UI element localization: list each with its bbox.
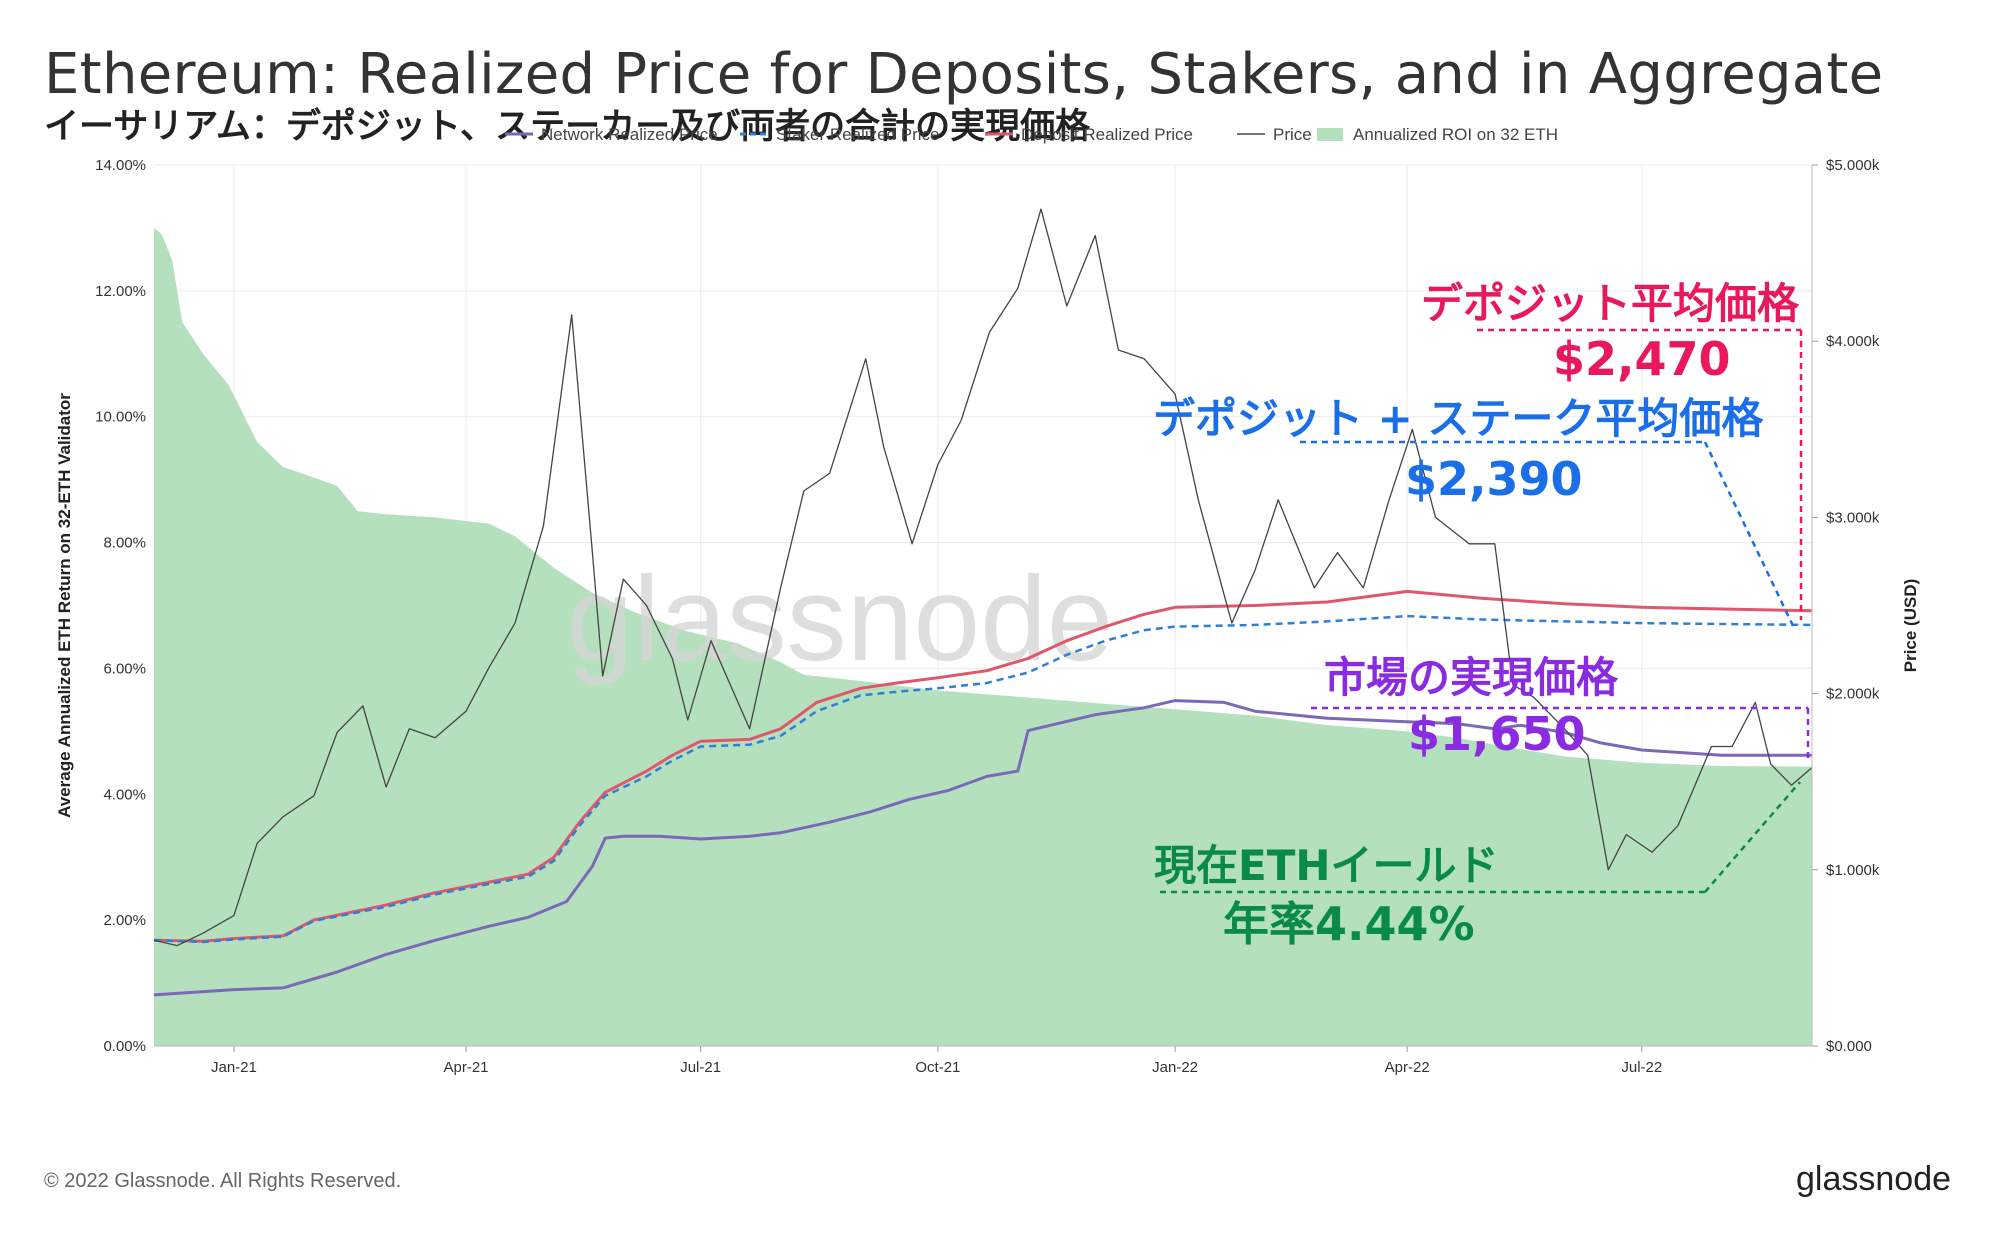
network-realized-line: [153, 699, 1812, 997]
x-tick-label: Apr-21: [443, 1059, 488, 1076]
axes: 0.00% 2.00% 4.00% 6.00% 8.00% 10.00% 12.00% 14.…: [55, 157, 1920, 1076]
price-line: [153, 208, 1813, 947]
legend-label: Staker Realized Price: [776, 125, 939, 144]
y-axis-title: Average Annualized ETH Return on 32-ETH …: [55, 393, 74, 818]
y-tick-label: 4.00%: [103, 786, 146, 803]
page-title: Ethereum: Realized Price for Deposits, S…: [44, 42, 1884, 107]
legend-label: Annualized ROI on 32 ETH: [1353, 125, 1558, 144]
footer-copyright: © 2022 Glassnode. All Rights Reserved.: [44, 1170, 402, 1192]
annotation-staker-leader: [1703, 441, 1797, 631]
y2-axis-title: Price (USD): [1901, 579, 1920, 673]
annotation-roi-value: 年率4.44%: [1223, 897, 1475, 951]
legend-label: Deposit Realized Price: [1021, 125, 1193, 144]
annotation-staker-value: $2,390: [1405, 452, 1583, 506]
y2-tick-label: $3.000k: [1826, 509, 1880, 526]
y2-tick-label: $5.000k: [1826, 157, 1880, 174]
legend-swatch: [1317, 128, 1343, 141]
annotations: デポジット平均価格$2,470 デポジット + ステーク平均価格 $2,390 市場の…: [1153, 279, 1810, 951]
legend-label: Network Realized Price: [541, 125, 718, 144]
annotation-network-label: 市場の実現価格: [1324, 653, 1619, 702]
y-tick-label: 2.00%: [103, 912, 146, 929]
series-lines-layer: [153, 208, 1813, 997]
watermark: glassnode: [566, 552, 1113, 686]
x-tick-label: Jul-22: [1621, 1059, 1662, 1076]
annotation-roi-label: 現在ETHイールド: [1154, 841, 1499, 890]
y2-tick-label: $4.000k: [1826, 333, 1880, 350]
legend-label: Price: [1273, 125, 1312, 144]
x-tick-label: Oct-21: [915, 1059, 960, 1076]
y-tick-label: 10.00%: [95, 409, 146, 426]
x-tick-label: Jan-21: [211, 1059, 257, 1076]
y-tick-label: 12.00%: [95, 283, 146, 300]
legend: Network Realized Price Staker Realized Pr…: [505, 125, 1558, 144]
deposit-realized-line: [153, 589, 1813, 943]
annotation-deposit-value: $2,470: [1553, 332, 1731, 386]
x-tick-label: Apr-22: [1385, 1059, 1430, 1076]
y-tick-label: 14.00%: [95, 157, 146, 174]
staker-realized-line: [153, 614, 1813, 944]
annotation-network-value: $1,650: [1408, 707, 1586, 761]
footer-logo: glassnode: [1796, 1160, 1952, 1198]
y2-tick-label: $1.000k: [1826, 862, 1880, 879]
y-tick-label: 8.00%: [103, 535, 146, 552]
annotation-deposit-label: デポジット平均価格: [1421, 279, 1800, 328]
y2-tick-label: $2.000k: [1826, 686, 1880, 703]
y-tick-label: 6.00%: [103, 660, 146, 677]
y2-tick-label: $0.000: [1826, 1038, 1872, 1055]
annotation-roi-leader: [1704, 781, 1801, 893]
x-tick-label: Jul-21: [680, 1059, 721, 1076]
y-tick-label: 0.00%: [103, 1038, 146, 1055]
x-tick-label: Jan-22: [1152, 1059, 1198, 1076]
annotation-staker-label: デポジット + ステーク平均価格: [1153, 394, 1764, 443]
page-subtitle: イーサリアム：デポジット、ステーカー及び両者の合計の実現価格: [44, 107, 1091, 147]
